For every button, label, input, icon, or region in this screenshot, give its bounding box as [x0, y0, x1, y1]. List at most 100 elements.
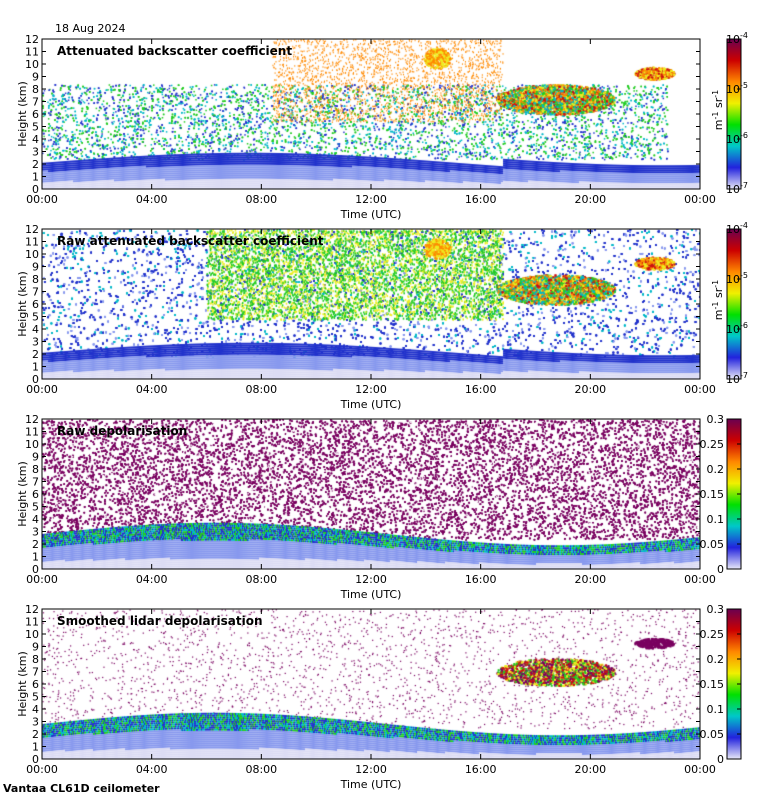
- x-tick-label: 04:00: [136, 763, 168, 776]
- x-tick-label: 04:00: [136, 193, 168, 206]
- colorbar-tick-label: 0.2: [707, 653, 725, 666]
- x-tick-label: 16:00: [465, 193, 497, 206]
- y-tick-label: 3: [32, 146, 39, 159]
- x-axis-label: Time (UTC): [340, 398, 402, 411]
- y-tick-label: 9: [32, 451, 39, 464]
- colorbar-tick-label: 0.05: [700, 538, 725, 551]
- colorbar-tick-label: 10-5: [726, 271, 748, 286]
- x-tick-label: 08:00: [245, 573, 277, 586]
- y-tick-label: 4: [32, 703, 39, 716]
- y-tick-label: 0: [32, 563, 39, 576]
- y-tick-label: 12: [25, 603, 39, 616]
- x-tick-label: 20:00: [574, 573, 606, 586]
- colorbar-tick-label: 10-7: [726, 371, 748, 386]
- x-tick-label: 16:00: [465, 383, 497, 396]
- y-tick-label: 3: [32, 336, 39, 349]
- y-tick-label: 5: [32, 121, 39, 134]
- y-tick-label: 6: [32, 488, 39, 501]
- panel-title: Smoothed lidar depolarisation: [57, 614, 263, 628]
- y-tick-label: 6: [32, 298, 39, 311]
- y-tick-label: 11: [25, 46, 39, 59]
- y-tick-label: 12: [25, 413, 39, 426]
- x-tick-label: 16:00: [465, 573, 497, 586]
- x-tick-label: 20:00: [574, 193, 606, 206]
- x-tick-label: 12:00: [355, 763, 387, 776]
- x-tick-label: 00:00: [684, 383, 716, 396]
- x-tick-label: 16:00: [465, 763, 497, 776]
- colorbar-tick-label: 10-6: [726, 131, 748, 146]
- colorbar-unit: m-1 sr-1: [711, 90, 725, 130]
- y-tick-label: 0: [32, 373, 39, 386]
- x-tick-label: 08:00: [245, 763, 277, 776]
- x-tick-label: 12:00: [355, 193, 387, 206]
- x-tick-label: 08:00: [245, 383, 277, 396]
- heatmap-field: [42, 229, 700, 379]
- panel-title: Raw attenuated backscatter coefficient: [57, 234, 324, 248]
- y-tick-label: 2: [32, 728, 39, 741]
- colorbar-tick-label: 0: [717, 753, 724, 766]
- y-tick-label: 12: [25, 223, 39, 236]
- colorbar-tick-label: 10-4: [726, 31, 748, 46]
- y-tick-label: 1: [32, 741, 39, 754]
- y-tick-label: 8: [32, 83, 39, 96]
- heatmap-field: [42, 39, 700, 189]
- colorbar-tick-label: 0.05: [700, 728, 725, 741]
- x-tick-label: 12:00: [355, 383, 387, 396]
- colorbar-tick-label: 0.2: [707, 463, 725, 476]
- y-tick-label: 9: [32, 641, 39, 654]
- colorbar-tick-label: 10-7: [726, 181, 748, 196]
- y-tick-label: 0: [32, 183, 39, 196]
- y-axis-label: Height (km): [16, 81, 29, 147]
- heatmap-field: [42, 419, 700, 569]
- y-tick-label: 10: [25, 628, 39, 641]
- y-tick-label: 4: [32, 133, 39, 146]
- y-tick-label: 5: [32, 311, 39, 324]
- footer-label: Vantaa CL61D ceilometer: [3, 782, 160, 795]
- x-tick-label: 00:00: [684, 573, 716, 586]
- panels: Attenuated backscatter coefficient012345…: [16, 31, 748, 791]
- x-axis-label: Time (UTC): [340, 778, 402, 791]
- x-axis-label: Time (UTC): [340, 588, 402, 601]
- y-tick-label: 3: [32, 716, 39, 729]
- colorbar-tick-label: 0.3: [707, 603, 725, 616]
- y-tick-label: 5: [32, 691, 39, 704]
- panel-title: Raw depolarisation: [57, 424, 187, 438]
- y-tick-label: 6: [32, 678, 39, 691]
- y-tick-label: 7: [32, 96, 39, 109]
- y-tick-label: 4: [32, 323, 39, 336]
- y-tick-label: 7: [32, 476, 39, 489]
- y-tick-label: 8: [32, 273, 39, 286]
- colorbar-tick-label: 0.15: [700, 678, 725, 691]
- panel-2: Raw attenuated backscatter coefficient 0 1…: [16, 221, 748, 411]
- x-tick-label: 00:00: [26, 573, 58, 586]
- y-tick-label: 1: [32, 171, 39, 184]
- y-tick-label: 7: [32, 286, 39, 299]
- x-tick-label: 04:00: [136, 383, 168, 396]
- y-tick-label: 10: [25, 248, 39, 261]
- colorbar: [726, 228, 742, 380]
- panel-4: Smoothed lidar depolarisation01234567891…: [16, 603, 742, 791]
- y-tick-label: 10: [25, 438, 39, 451]
- y-tick-label: 12: [25, 33, 39, 46]
- y-tick-label: 7: [32, 666, 39, 679]
- colorbar-tick-label: 0.15: [700, 488, 725, 501]
- colorbar-tick-label: 0: [717, 563, 724, 576]
- y-tick-label: 2: [32, 538, 39, 551]
- y-tick-label: 1: [32, 551, 39, 564]
- colorbar: [726, 38, 742, 190]
- x-tick-label: 00:00: [684, 763, 716, 776]
- y-axis-label: Height (km): [16, 461, 29, 527]
- y-tick-label: 11: [25, 426, 39, 439]
- y-tick-label: 8: [32, 463, 39, 476]
- x-tick-label: 00:00: [26, 193, 58, 206]
- y-tick-label: 0: [32, 753, 39, 766]
- x-tick-label: 04:00: [136, 573, 168, 586]
- x-tick-label: 12:00: [355, 573, 387, 586]
- y-tick-label: 2: [32, 158, 39, 171]
- y-tick-label: 8: [32, 653, 39, 666]
- x-tick-label: 00:00: [26, 383, 58, 396]
- y-tick-label: 5: [32, 501, 39, 514]
- colorbar-tick-label: 0.25: [700, 438, 725, 451]
